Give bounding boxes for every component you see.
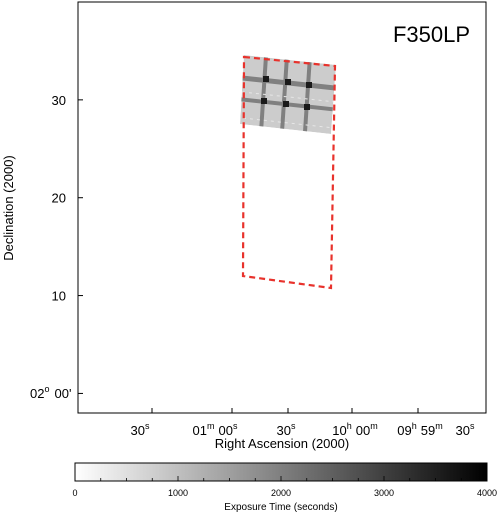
mosaic-peak-cell xyxy=(283,101,289,107)
mosaic-overlap-strip xyxy=(280,56,289,132)
x-tick-label: 01m 00s xyxy=(193,421,238,438)
y-origin-label: 02o 00' xyxy=(30,384,71,401)
x-tick-label: 10h 00m xyxy=(332,421,377,438)
colorbar-tick-label: 3000 xyxy=(374,488,394,498)
y-tick-label: 10 xyxy=(52,289,66,304)
x-tick-label: 30s xyxy=(456,421,475,438)
x-axis-ticks: 30s 01m 00s 30s 10h 00m 09h 59m 30s xyxy=(131,408,475,438)
observation-footprint xyxy=(241,55,337,290)
mosaic-peak-cell xyxy=(306,82,312,88)
y-axis-label: Declination (2000) xyxy=(1,155,16,261)
plot-frame xyxy=(77,1,487,414)
x-tick-label: 30s xyxy=(131,421,150,438)
colorbar-tick-label: 2000 xyxy=(271,488,291,498)
x-axis-label: Right Ascension (2000) xyxy=(215,436,349,451)
y-tick-label: 30 xyxy=(52,93,66,108)
y-axis-ticks: 10 20 30 xyxy=(52,93,83,394)
exposure-mosaic xyxy=(240,55,336,134)
mosaic-peak-cell xyxy=(304,104,310,110)
x-tick-label: 30s xyxy=(277,421,296,438)
filter-title: F350LP xyxy=(393,22,470,47)
mosaic-peak-cell xyxy=(263,76,269,82)
mosaic-peak-cell xyxy=(285,79,291,85)
x-tick-label: 09h 59m xyxy=(397,421,442,438)
mosaic-chip-gap xyxy=(241,91,336,103)
colorbar-label: Exposure Time (seconds) xyxy=(224,502,337,513)
mosaic-overlap-strip xyxy=(303,56,312,132)
colorbar-tick-label: 4000 xyxy=(477,488,497,498)
colorbar-tick-label: 0 xyxy=(72,488,77,498)
y-tick-label: 20 xyxy=(52,191,66,206)
mosaic-peak-cell xyxy=(261,98,267,104)
colorbar-tick-label: 1000 xyxy=(168,488,188,498)
mosaic-chip-gap xyxy=(242,117,335,129)
colorbar-ticks: 0 1000 2000 3000 4000 xyxy=(72,476,497,498)
